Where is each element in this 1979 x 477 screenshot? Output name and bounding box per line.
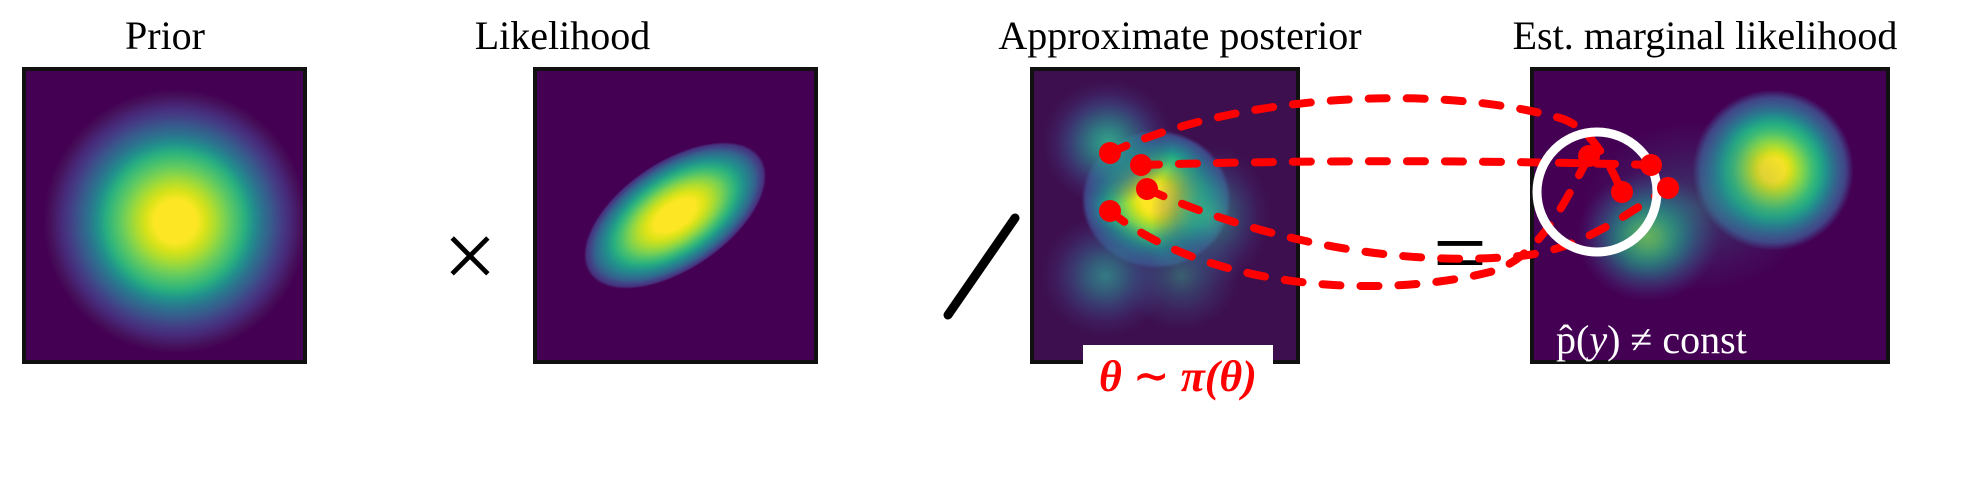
operator-divide bbox=[943, 213, 1020, 320]
panel-title-approximate-posterior: Approximate posterior bbox=[998, 13, 1362, 58]
likelihood-gaussian-blob bbox=[537, 71, 814, 360]
posterior-density-field bbox=[1034, 71, 1296, 360]
panel-title-est-marginal-likelihood: Est. marginal likelihood bbox=[1512, 13, 1898, 58]
panel-approximate-posterior bbox=[1030, 67, 1300, 364]
marginal-note-line-1: p̂p̂(y) ≠ const(y) ≠ const bbox=[1556, 318, 1747, 362]
panel-title-likelihood: Likelihood bbox=[474, 13, 651, 58]
marginal-note-line-1-text: (y) ≠ const bbox=[1576, 317, 1747, 362]
var-label: Var bbox=[1556, 361, 1612, 406]
panel-likelihood bbox=[533, 67, 818, 364]
likelihood-density-field bbox=[537, 71, 814, 360]
sample-formula-box: θ ∼ π(θ) bbox=[1083, 345, 1273, 413]
var-subscript-theta: θ bbox=[1611, 383, 1625, 412]
marginal-density-field bbox=[1534, 71, 1886, 360]
marginal-note-line-2-text: p̂(y) > 0 bbox=[1624, 361, 1755, 406]
panel-prior bbox=[22, 67, 307, 364]
operator-multiply: × bbox=[442, 202, 498, 309]
marginal-note-line-2: Varθ p̂(y) > 0 bbox=[1556, 362, 1755, 420]
phat-symbol-1: p̂ bbox=[1556, 317, 1576, 362]
marginal-ridge bbox=[1555, 82, 1837, 332]
panel-title-prior: Prior bbox=[125, 13, 205, 58]
prior-density-field bbox=[26, 71, 303, 360]
operator-equals: = bbox=[1432, 199, 1488, 306]
